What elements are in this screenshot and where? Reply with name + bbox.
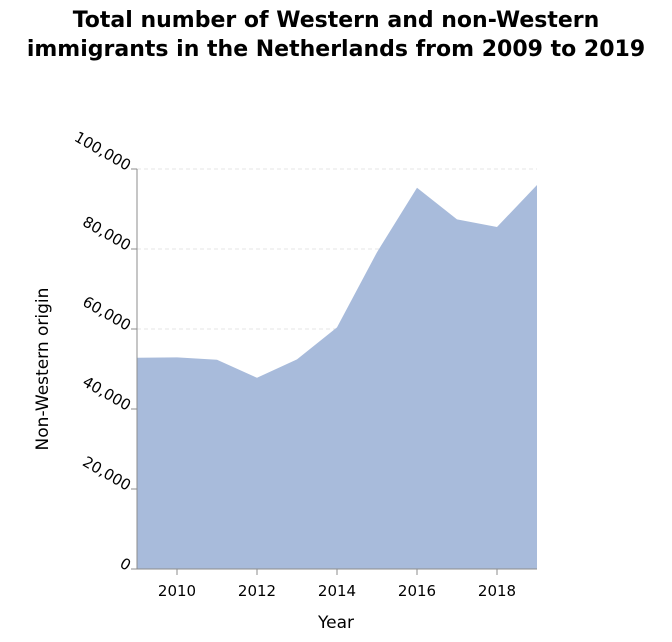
y-axis-title: Non-Western origin <box>33 288 53 451</box>
x-tick-label: 2012 <box>238 582 276 600</box>
y-tick-label: 80,000 <box>80 213 134 255</box>
y-tick-labels: 0 20,000 40,000 60,000 80,000 100,000 <box>71 128 137 574</box>
chart-title: Total number of Western and non-Western … <box>26 8 646 62</box>
x-tick-label: 2010 <box>158 582 196 600</box>
y-tick-label: 100,000 <box>71 128 134 175</box>
x-tick-labels: 2010 2012 2014 2016 2018 <box>158 569 516 600</box>
x-tick-label: 2016 <box>398 582 436 600</box>
x-axis-title: Year <box>317 613 354 633</box>
series-area <box>137 185 537 569</box>
x-tick-label: 2014 <box>318 582 356 600</box>
y-tick-label: 40,000 <box>80 373 134 415</box>
x-tick-label: 2018 <box>478 582 516 600</box>
y-tick-label: 0 <box>117 554 134 574</box>
y-tick-label: 20,000 <box>80 453 134 495</box>
y-tick-label: 60,000 <box>80 293 134 335</box>
